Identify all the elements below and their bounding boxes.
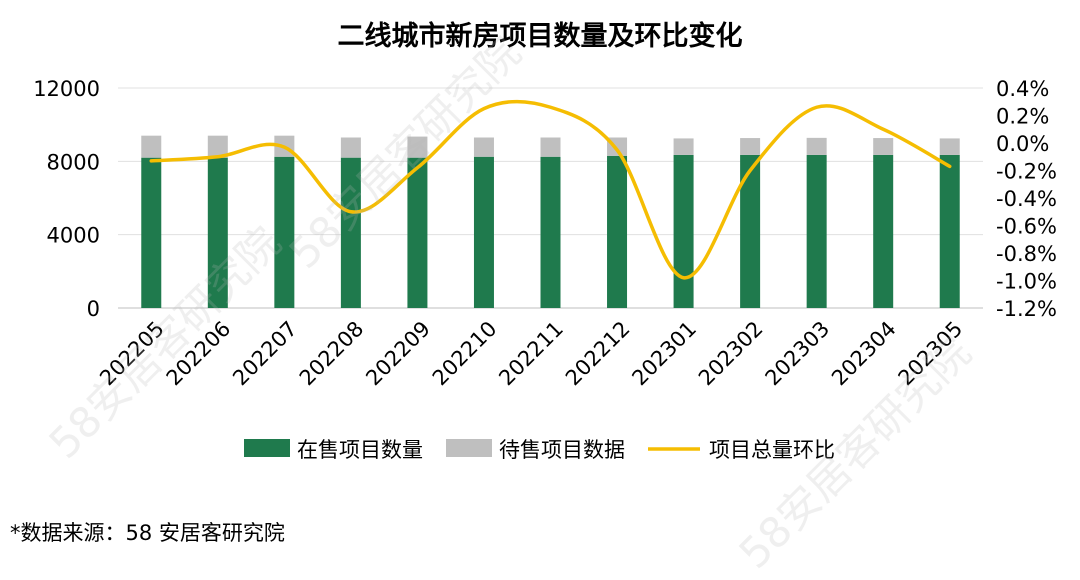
y-left-tick-label: 0: [87, 297, 100, 321]
bar-on-sale: [607, 156, 627, 308]
legend-label: 在售项目数量: [297, 438, 423, 462]
x-tick-label: 202212: [561, 317, 635, 391]
x-tick-label: 202301: [627, 317, 701, 391]
source-note: *数据来源：58 安居客研究院: [10, 517, 285, 547]
x-tick-label: 202209: [361, 317, 435, 391]
legend-label: 项目总量环比: [709, 438, 835, 462]
bar-pending: [474, 138, 494, 157]
y-right-tick-label: 0.2%: [996, 105, 1049, 129]
bar-pending: [873, 138, 893, 155]
bar-on-sale: [141, 158, 161, 308]
legend-swatch: [446, 439, 492, 457]
y-right-tick-label: -1.0%: [996, 270, 1057, 294]
x-axis: 2022052022062022072022082022092022102022…: [95, 317, 967, 391]
y-right-tick-label: -1.2%: [996, 297, 1057, 321]
x-tick-label: 202207: [228, 317, 302, 391]
y-right-tick-label: -0.2%: [996, 160, 1057, 184]
bar-on-sale: [674, 155, 694, 308]
bar-on-sale: [940, 155, 960, 308]
legend-label: 待售项目数据: [499, 438, 625, 462]
y-right-tick-label: 0.4%: [996, 77, 1049, 101]
y-right-tick-label: -0.8%: [996, 242, 1057, 266]
x-tick-label: 202206: [162, 317, 236, 391]
bar-pending: [541, 138, 561, 157]
bar-on-sale: [407, 158, 427, 308]
y-left-tick-label: 8000: [47, 150, 100, 174]
legend-swatch: [244, 439, 290, 457]
x-tick-label: 202302: [694, 317, 768, 391]
legend: 在售项目数量 待售项目数据 项目总量环比: [244, 438, 835, 462]
left-axis: 0 4000 8000 12000: [33, 77, 100, 321]
x-tick-label: 202211: [494, 317, 568, 391]
bar-on-sale: [474, 157, 494, 308]
y-left-tick-label: 4000: [47, 224, 100, 248]
y-right-tick-label: -0.4%: [996, 187, 1057, 211]
bar-on-sale: [341, 158, 361, 308]
bar-on-sale: [873, 155, 893, 308]
bar-pending: [674, 138, 694, 155]
x-tick-label: 202205: [95, 317, 169, 391]
bar-pending: [341, 138, 361, 158]
x-tick-label: 202303: [761, 317, 835, 391]
x-tick-label: 202305: [894, 317, 968, 391]
bar-on-sale: [208, 158, 228, 308]
x-tick-label: 202304: [827, 317, 901, 391]
bar-pending: [407, 137, 427, 158]
y-left-tick-label: 12000: [33, 77, 100, 101]
y-right-tick-label: -0.6%: [996, 215, 1057, 239]
bar-pending: [940, 138, 960, 155]
x-tick-label: 202210: [428, 317, 502, 391]
chart: 0 4000 8000 12000 0.4% 0.2% 0.0% -0.2% -0.4% -0.…: [0, 0, 1080, 566]
x-tick-label: 202208: [295, 317, 369, 391]
y-right-tick-label: 0.0%: [996, 132, 1049, 156]
bar-pending: [141, 136, 161, 158]
bar-on-sale: [740, 155, 760, 308]
bar-on-sale: [807, 155, 827, 308]
right-axis: 0.4% 0.2% 0.0% -0.2% -0.4% -0.6% -0.8% -1.0% -1.…: [996, 77, 1057, 321]
bar-on-sale: [541, 157, 561, 308]
bar-pending: [740, 138, 760, 155]
bar-pending: [807, 138, 827, 155]
bar-on-sale: [274, 157, 294, 308]
